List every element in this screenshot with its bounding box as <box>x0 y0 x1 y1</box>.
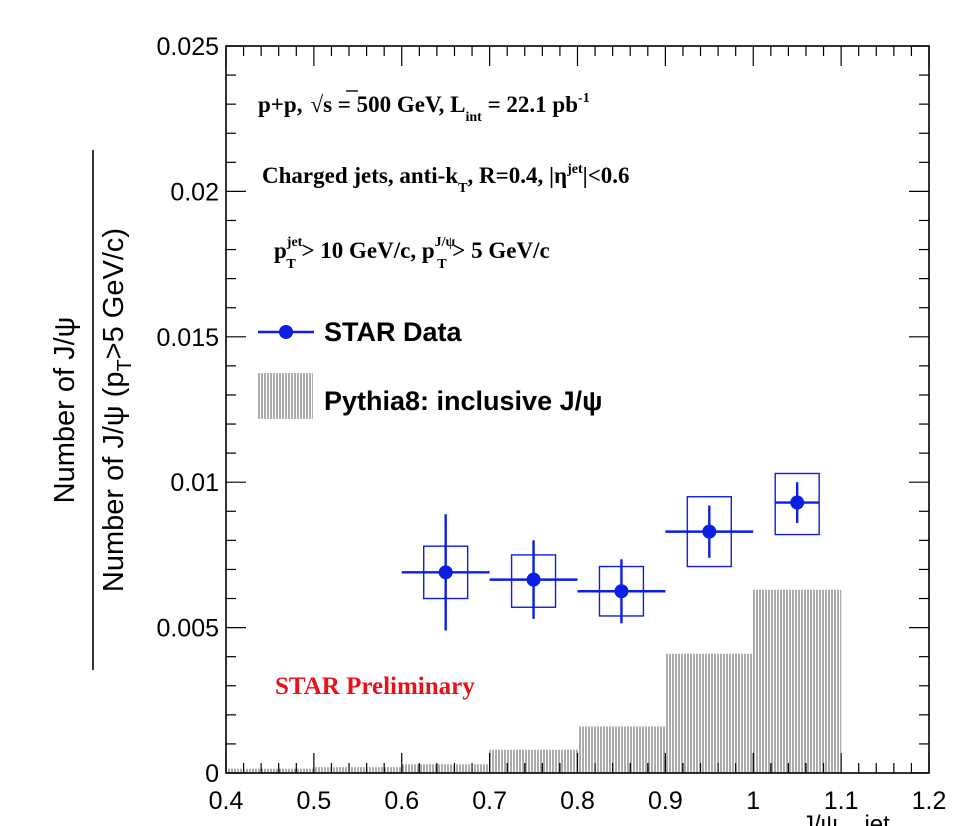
x-tick-label: 1 <box>746 787 760 815</box>
x-tick-labels: 0.4 0.5 0.6 0.7 0.8 0.9 1 1.1 1.2 <box>209 787 947 815</box>
y-axis-denominator: Number of J/ψ (pT>5 GeV/c) <box>98 228 136 592</box>
star-preliminary-label: STAR Preliminary <box>275 673 475 700</box>
histogram-bin <box>577 726 666 773</box>
x-tick-label: 0.8 <box>560 787 595 815</box>
data-point-group <box>489 540 578 619</box>
data-point-group <box>774 472 820 536</box>
y-tick-label: 0.025 <box>156 33 219 61</box>
annotation-pt-cuts: pjet T > 10 GeV/c, pJ/ψ T > 5 GeV/c <box>274 235 550 272</box>
x-tick-label: 0.4 <box>209 787 244 815</box>
x-tick-label: 0.9 <box>648 787 683 815</box>
x-tick-label: 0.5 <box>296 787 331 815</box>
y-axis-title: Number of J/ψ Number of J/ψ (pT>5 GeV/c) <box>49 150 136 670</box>
y-tick-label: 0.02 <box>170 178 219 206</box>
histogram-bin <box>665 653 754 773</box>
histogram-bin <box>313 767 402 773</box>
data-point <box>702 524 717 539</box>
legend-star-label: STAR Data <box>324 317 463 347</box>
histogram-bin <box>401 764 490 773</box>
legend: STAR Data Pythia8: inclusive J/ψ <box>258 317 602 419</box>
legend-star-marker <box>279 325 293 339</box>
y-tick-label: 0 <box>205 760 219 788</box>
x-tick-label: 0.6 <box>384 787 419 815</box>
data-point-group <box>665 496 754 568</box>
histogram-bin <box>489 749 578 773</box>
legend-pythia-label: Pythia8: inclusive J/ψ <box>324 386 602 416</box>
annotation-jets: Charged jets, anti-kT, R=0.4, |ηjet|<0.6 <box>262 162 630 196</box>
legend-pythia-swatch <box>258 373 313 419</box>
histogram-bin <box>753 589 842 773</box>
x-tick-label: 1.2 <box>912 787 947 815</box>
data-point <box>790 495 805 510</box>
data-point <box>614 584 629 599</box>
x-tick-label: 1.1 <box>824 787 859 815</box>
y-tick-label: 0.005 <box>156 615 219 643</box>
data-point <box>438 565 453 580</box>
y-tick-label: 0.01 <box>170 469 219 497</box>
data-point-group <box>577 559 666 624</box>
data-point-group <box>401 514 490 631</box>
data-point <box>526 572 541 587</box>
pythia-histogram <box>226 589 842 773</box>
y-axis-numerator: Number of J/ψ <box>49 317 81 504</box>
x-tick-label: 0.7 <box>472 787 507 815</box>
axis-ticks <box>225 45 930 774</box>
systematic-box <box>774 472 820 536</box>
annotation-collision: p+p, √s = 500 GeV, Lint = 22.1 pb-1 <box>258 91 590 125</box>
y-tick-labels: 0 0.005 0.01 0.015 0.02 0.025 <box>156 33 219 788</box>
histogram-bin <box>226 768 314 773</box>
star-data <box>401 472 820 631</box>
x-axis-title-partial: J/ψ jet <box>802 811 890 826</box>
y-tick-label: 0.015 <box>156 324 219 352</box>
